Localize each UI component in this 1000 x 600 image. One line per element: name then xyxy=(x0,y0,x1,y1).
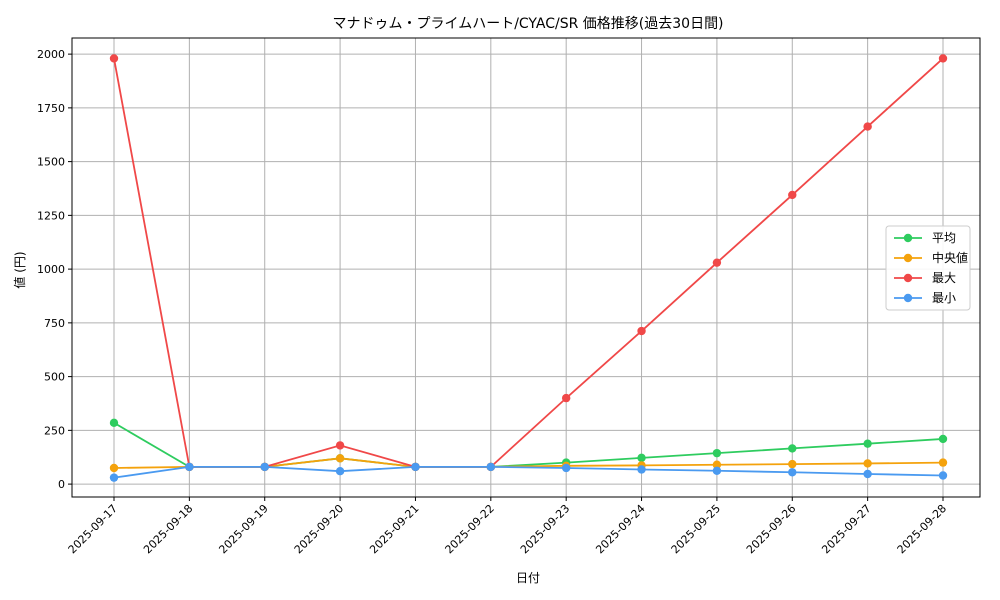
y-tick-label: 1500 xyxy=(37,156,65,169)
x-tick-label: 2025-09-22 xyxy=(443,502,497,556)
data-point xyxy=(561,393,571,403)
data-point xyxy=(260,462,269,472)
series-layer xyxy=(109,54,948,482)
legend-swatch-marker xyxy=(903,293,913,303)
series-最小 xyxy=(109,462,948,482)
x-tick-label: 2025-09-28 xyxy=(895,502,949,556)
data-point xyxy=(788,190,797,200)
data-point xyxy=(109,418,119,428)
data-point xyxy=(938,434,948,444)
y-tick-label: 0 xyxy=(58,478,65,491)
data-point xyxy=(185,462,194,472)
legend-label: 中央値 xyxy=(932,250,968,265)
data-point xyxy=(561,463,571,473)
legend-swatch-marker xyxy=(903,233,913,243)
x-tick-label: 2025-09-17 xyxy=(66,502,120,556)
chart-title: マナドゥム・プライムハート/CYAC/SR 価格推移(過去30日間) xyxy=(332,16,723,32)
data-point xyxy=(788,468,797,477)
y-tick-label: 1000 xyxy=(37,263,65,276)
data-point xyxy=(863,439,872,448)
data-point xyxy=(788,444,797,453)
data-point xyxy=(109,473,119,482)
series-中央値 xyxy=(109,454,948,473)
y-axis-label: 値 (円) xyxy=(12,251,27,288)
legend-swatch-marker xyxy=(903,273,913,283)
y-tick-label: 750 xyxy=(44,317,65,330)
data-point xyxy=(712,448,722,458)
data-point xyxy=(335,441,345,450)
legend-item: 最大 xyxy=(894,271,956,285)
data-point xyxy=(411,462,420,472)
legend-label: 平均 xyxy=(932,231,956,245)
data-point xyxy=(109,463,119,473)
data-point xyxy=(637,465,646,474)
legend-item: 最小 xyxy=(894,291,956,305)
data-point xyxy=(109,54,119,63)
data-point xyxy=(938,54,948,63)
y-tick-label: 1750 xyxy=(37,102,65,115)
axis-ticks: 2025-09-17 2025-09-18 2025-09-19 2025-09-20… xyxy=(37,48,949,556)
data-point xyxy=(712,466,722,475)
series-最大 xyxy=(109,54,948,472)
data-point xyxy=(637,326,646,336)
data-point xyxy=(863,459,872,468)
data-point xyxy=(712,460,722,469)
data-point xyxy=(335,467,345,476)
y-tick-label: 500 xyxy=(44,371,65,384)
x-tick-label: 2025-09-27 xyxy=(819,502,873,556)
data-point xyxy=(335,454,345,463)
data-point xyxy=(938,458,948,467)
data-point xyxy=(863,469,872,479)
legend-label: 最大 xyxy=(932,271,956,285)
series-line xyxy=(113,466,944,479)
y-tick-label: 1250 xyxy=(37,209,65,222)
legend-box xyxy=(885,225,971,311)
plot-frame xyxy=(71,37,981,498)
data-point xyxy=(788,459,797,469)
x-axis-label: 日付 xyxy=(516,571,540,585)
x-tick-label: 2025-09-24 xyxy=(593,502,647,556)
legend-swatch-marker xyxy=(903,253,913,263)
series-line xyxy=(113,57,944,468)
legend-label: 最小 xyxy=(932,291,956,305)
x-tick-label: 2025-09-26 xyxy=(744,502,798,556)
grid xyxy=(72,38,980,497)
data-point xyxy=(938,471,948,480)
y-tick-label: 2000 xyxy=(37,48,65,61)
y-tick-label: 250 xyxy=(44,424,65,437)
x-tick-label: 2025-09-23 xyxy=(518,502,572,556)
x-tick-label: 2025-09-20 xyxy=(292,502,346,556)
series-line xyxy=(113,422,944,468)
x-tick-label: 2025-09-25 xyxy=(669,502,723,556)
x-tick-label: 2025-09-18 xyxy=(141,502,195,556)
data-point xyxy=(486,462,496,472)
legend-item: 中央値 xyxy=(894,250,968,265)
data-point xyxy=(712,258,722,267)
data-point xyxy=(863,122,872,131)
data-point xyxy=(637,453,646,463)
x-tick-label: 2025-09-21 xyxy=(367,502,421,556)
x-tick-label: 2025-09-19 xyxy=(216,502,270,556)
legend-item: 平均 xyxy=(894,231,956,245)
